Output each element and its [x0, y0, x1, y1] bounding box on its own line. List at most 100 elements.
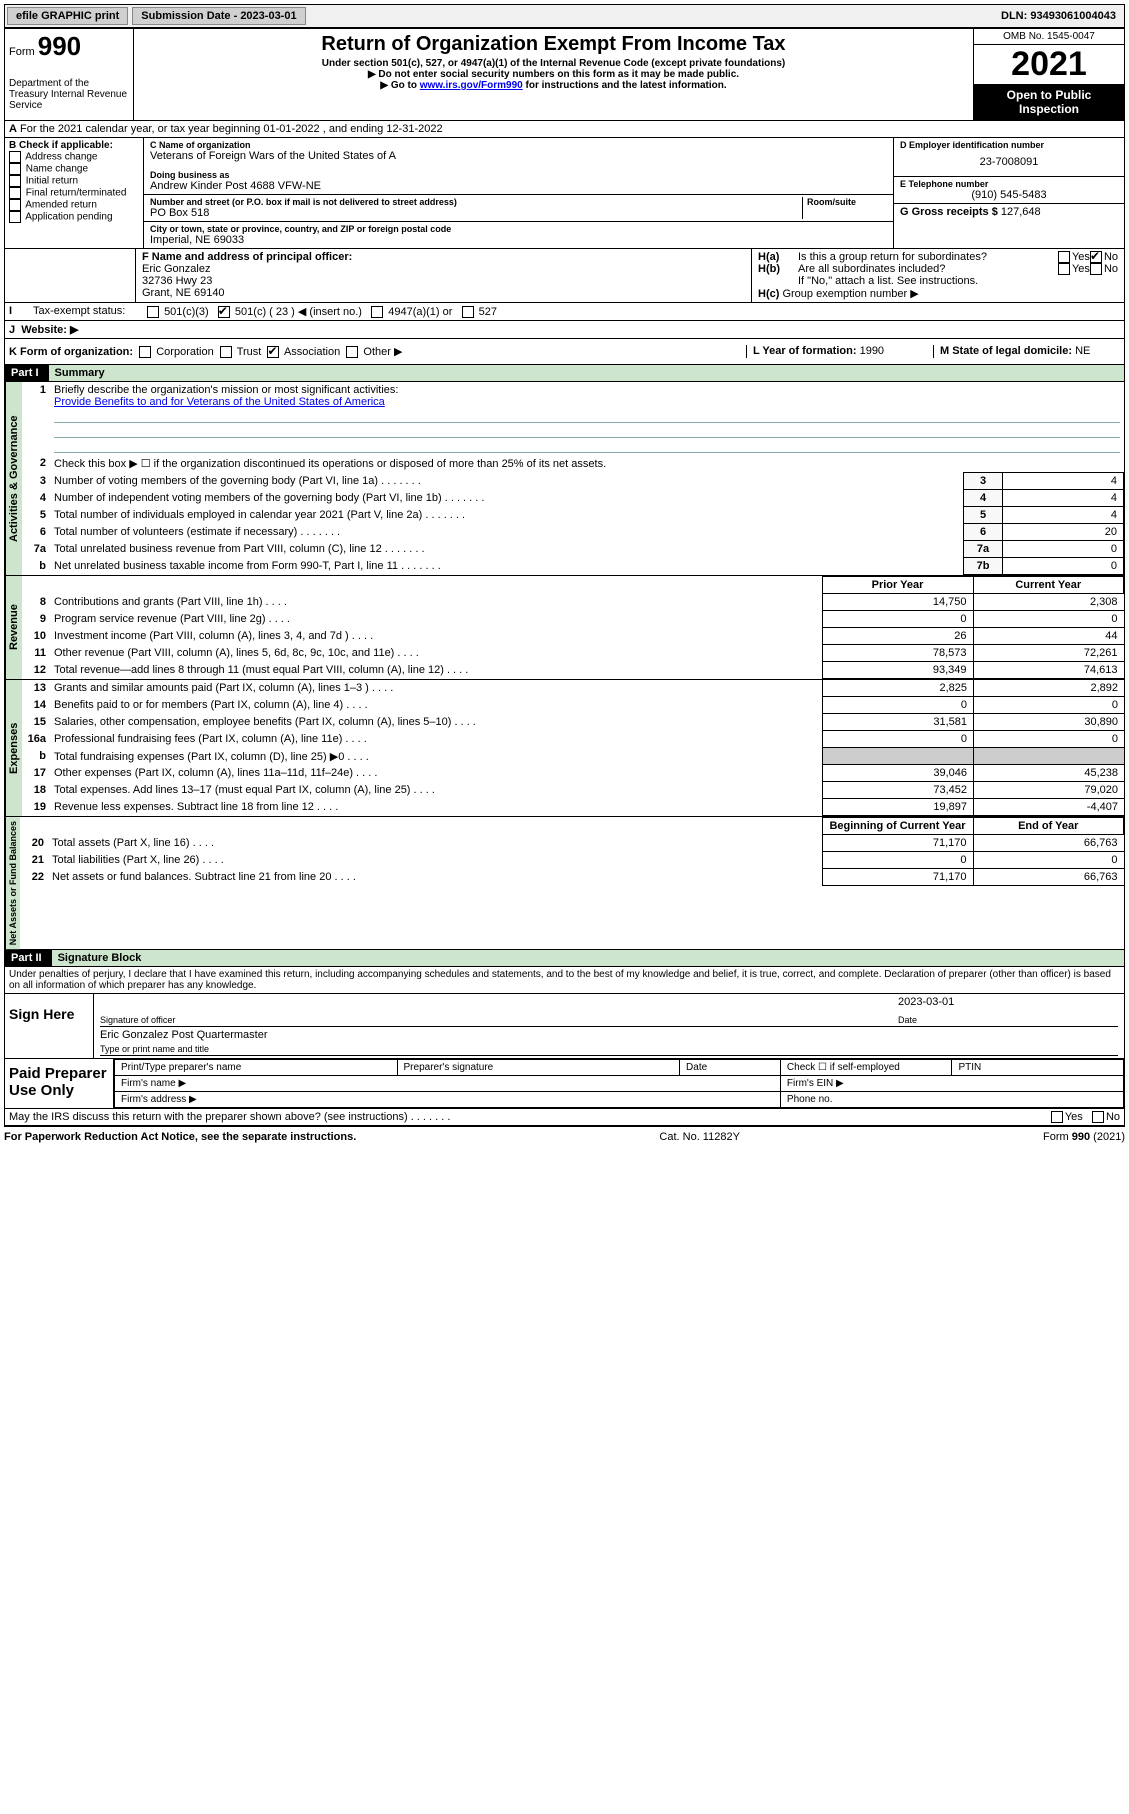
ha-yes[interactable]	[1058, 251, 1070, 263]
firm-name: Firm's name ▶	[115, 1076, 781, 1092]
footer: For Paperwork Reduction Act Notice, see …	[4, 1127, 1125, 1147]
firm-phone: Phone no.	[780, 1092, 1123, 1108]
efile-button[interactable]: efile GRAPHIC print	[7, 7, 128, 25]
hb-text: Are all subordinates included?	[798, 263, 1058, 275]
table-row: 8Contributions and grants (Part VIII, li…	[22, 594, 1124, 611]
table-row: bNet unrelated business taxable income f…	[22, 558, 1124, 575]
part1-title: Summary	[49, 365, 1124, 381]
chk-corp[interactable]	[139, 346, 151, 358]
table-row: 21Total liabilities (Part X, line 26) . …	[20, 852, 1124, 869]
hb-yes[interactable]	[1058, 263, 1070, 275]
table-row: 20Total assets (Part X, line 16) . . . .…	[20, 835, 1124, 852]
form-body: Form 990 Department of the Treasury Inte…	[4, 28, 1125, 1127]
chk-b-item[interactable]	[9, 199, 21, 211]
table-row: 12Total revenue—add lines 8 through 11 (…	[22, 662, 1124, 679]
q1-answer[interactable]: Provide Benefits to and for Veterans of …	[54, 396, 385, 408]
line-a: A For the 2021 calendar year, or tax yea…	[5, 121, 1124, 138]
table-row: 19Revenue less expenses. Subtract line 1…	[22, 799, 1124, 816]
chk-b-item[interactable]	[9, 163, 21, 175]
table-row: 4Number of independent voting members of…	[22, 490, 1124, 507]
tax-exempt-label: Tax-exempt status:	[33, 303, 143, 320]
city-label: City or town, state or province, country…	[150, 224, 887, 234]
chk-b-item[interactable]	[9, 211, 21, 223]
vtab-revenue: Revenue	[5, 576, 22, 679]
domicile: NE	[1075, 345, 1090, 357]
year-formation-label: L Year of formation:	[753, 345, 857, 357]
line-i: I Tax-exempt status: 501(c)(3) 501(c) ( …	[5, 303, 1124, 321]
table-row: 22Net assets or fund balances. Subtract …	[20, 869, 1124, 886]
table-row: 7aTotal unrelated business revenue from …	[22, 541, 1124, 558]
hb-no[interactable]	[1090, 263, 1102, 275]
paid-h4: Check ☐ if self-employed	[780, 1060, 952, 1076]
org-name: Veterans of Foreign Wars of the United S…	[150, 150, 887, 162]
chk-527[interactable]	[462, 306, 474, 318]
chk-b-item[interactable]	[9, 175, 21, 187]
table-row: 17Other expenses (Part IX, column (A), l…	[22, 765, 1124, 782]
chk-501c[interactable]	[218, 306, 230, 318]
ein: 23-7008091	[900, 150, 1118, 174]
q1: Briefly describe the organization's miss…	[54, 384, 398, 396]
f-h-row: F Name and address of principal officer:…	[5, 249, 1124, 303]
irs-link[interactable]: www.irs.gov/Form990	[420, 80, 523, 91]
line-a-text: For the 2021 calendar year, or tax year …	[20, 123, 443, 135]
website-label: Website: ▶	[21, 324, 78, 336]
officer-addr1: 32736 Hwy 23	[142, 275, 745, 287]
paid-label: Paid Preparer Use Only	[5, 1059, 114, 1108]
form-title: Return of Organization Exempt From Incom…	[138, 33, 969, 56]
dept: Department of the Treasury Internal Reve…	[9, 78, 129, 111]
year-formation: 1990	[860, 345, 884, 357]
subtitle3-pre: ▶ Go to	[380, 80, 419, 91]
vtab-expenses: Expenses	[5, 680, 22, 816]
room-label: Room/suite	[807, 197, 887, 207]
officer-name: Eric Gonzalez	[142, 263, 745, 275]
table-row: 15Salaries, other compensation, employee…	[22, 714, 1124, 731]
box-b-label: B Check if applicable:	[9, 140, 113, 151]
vtab-governance: Activities & Governance	[5, 382, 22, 575]
topbar: efile GRAPHIC print Submission Date - 20…	[4, 4, 1125, 28]
hc-text: Group exemption number ▶	[782, 288, 918, 300]
paid-h2: Preparer's signature	[397, 1060, 680, 1076]
paid-h1: Print/Type preparer's name	[115, 1060, 398, 1076]
table-row: 10Investment income (Part VIII, column (…	[22, 628, 1124, 645]
governance-block: Activities & Governance 1 Briefly descri…	[5, 382, 1124, 576]
domicile-label: M State of legal domicile:	[940, 345, 1072, 357]
ha-no[interactable]	[1090, 251, 1102, 263]
chk-4947[interactable]	[371, 306, 383, 318]
paid-h5: PTIN	[952, 1060, 1124, 1076]
table-row: 16aProfessional fundraising fees (Part I…	[22, 731, 1124, 748]
table-row: 11Other revenue (Part VIII, column (A), …	[22, 645, 1124, 662]
discuss-row: May the IRS discuss this return with the…	[5, 1109, 1124, 1126]
chk-assoc[interactable]	[267, 346, 279, 358]
sig-date-label: Date	[898, 1015, 917, 1025]
box-c: C Name of organization Veterans of Forei…	[144, 138, 894, 248]
table-row: 13Grants and similar amounts paid (Part …	[22, 680, 1124, 697]
org-name-label: C Name of organization	[150, 140, 887, 150]
subtitle3-post: for instructions and the latest informat…	[526, 80, 727, 91]
table-row: 5Total number of individuals employed in…	[22, 507, 1124, 524]
penalty-text: Under penalties of perjury, I declare th…	[5, 967, 1124, 993]
table-row: 14Benefits paid to or for members (Part …	[22, 697, 1124, 714]
form-org-label: K Form of organization:	[9, 346, 133, 358]
dba: Andrew Kinder Post 4688 VFW-NE	[150, 180, 887, 192]
chk-501c3[interactable]	[147, 306, 159, 318]
paperwork: For Paperwork Reduction Act Notice, see …	[4, 1131, 356, 1143]
table-row: 9Program service revenue (Part VIII, lin…	[22, 611, 1124, 628]
paid-h3: Date	[680, 1060, 781, 1076]
chk-b-item[interactable]	[9, 187, 21, 199]
col-end: End of Year	[973, 818, 1124, 835]
table-row: 6Total number of volunteers (estimate if…	[22, 524, 1124, 541]
line-k: K Form of organization: Corporation Trus…	[5, 339, 1124, 365]
discuss-yes[interactable]	[1051, 1111, 1063, 1123]
netassets-block: Net Assets or Fund Balances Beginning of…	[5, 817, 1124, 950]
expenses-block: Expenses 13Grants and similar amounts pa…	[5, 680, 1124, 817]
table-row: 18Total expenses. Add lines 13–17 (must …	[22, 782, 1124, 799]
chk-other[interactable]	[346, 346, 358, 358]
chk-trust[interactable]	[220, 346, 232, 358]
sig-name-label: Type or print name and title	[100, 1044, 209, 1054]
table-row: 3Number of voting members of the governi…	[22, 473, 1124, 490]
col-current: Current Year	[973, 577, 1124, 594]
officer-addr2: Grant, NE 69140	[142, 287, 745, 299]
entity-section: B Check if applicable: Address change Na…	[5, 138, 1124, 249]
discuss-no[interactable]	[1092, 1111, 1104, 1123]
chk-b-item[interactable]	[9, 151, 21, 163]
